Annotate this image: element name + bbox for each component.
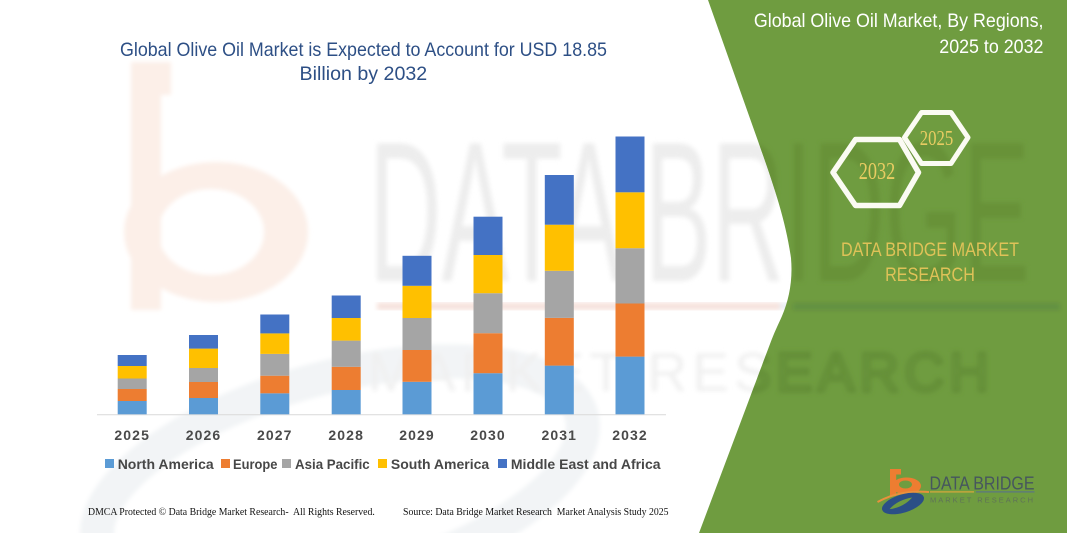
svg-text:2025: 2025 [920,127,954,150]
svg-text:MARKET RESEARCH: MARKET RESEARCH [930,496,1033,505]
svg-text:DATA BRIDGE: DATA BRIDGE [930,473,1035,494]
svg-text:2032: 2032 [859,158,895,185]
